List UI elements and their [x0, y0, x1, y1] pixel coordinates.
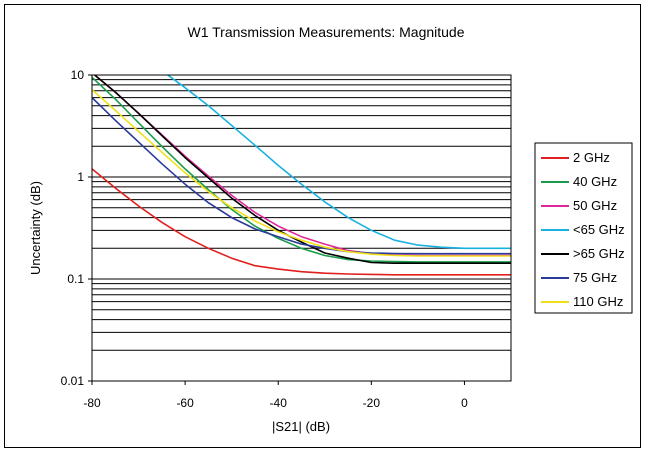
legend-box: [534, 142, 633, 314]
legend-label: 50 GHz: [573, 198, 617, 213]
series-line-4: [93, 75, 511, 265]
y-tick-label: 0.01: [61, 374, 85, 388]
legend: 2 GHz 40 GHz 50 GHz <65 GHz >65 GHz 75 GHz 110…: [534, 142, 633, 314]
series-line-5: [92, 97, 511, 255]
x-tick-label: -20: [363, 396, 381, 410]
chart-title: W1 Transmission Measurements: Magnitude: [188, 24, 465, 40]
x-tick-label: -40: [270, 396, 288, 410]
x-axis-ticks: -80 -60 -40 -20 0: [83, 381, 468, 410]
y-axis-ticks: 0.01 0.1 1 10: [61, 68, 92, 388]
legend-label: 75 GHz: [573, 270, 617, 285]
x-tick-label: -80: [83, 396, 101, 410]
legend-label: 2 GHz: [573, 150, 610, 165]
y-axis-label: Uncertainty (dB): [28, 181, 43, 275]
x-axis-label: |S21| (dB): [272, 419, 330, 434]
legend-label: >65 GHz: [573, 246, 625, 261]
legend-label: 40 GHz: [573, 174, 617, 189]
x-tick-label: 0: [461, 396, 468, 410]
legend-label: 110 GHz: [573, 294, 623, 309]
y-tick-label: 1: [77, 170, 84, 184]
x-tick-label: -60: [176, 396, 194, 410]
series-layer: [92, 75, 511, 276]
plot-border: [91, 74, 512, 382]
series-line-1: [92, 76, 511, 263]
y-tick-label: 10: [71, 68, 85, 82]
plot-area: [92, 75, 511, 381]
series-line-0: [92, 168, 511, 276]
series-line-6: [92, 89, 511, 257]
legend-label: <65 GHz: [573, 222, 625, 237]
series-line-3: [166, 75, 511, 250]
y-tick-label: 0.1: [67, 272, 84, 286]
